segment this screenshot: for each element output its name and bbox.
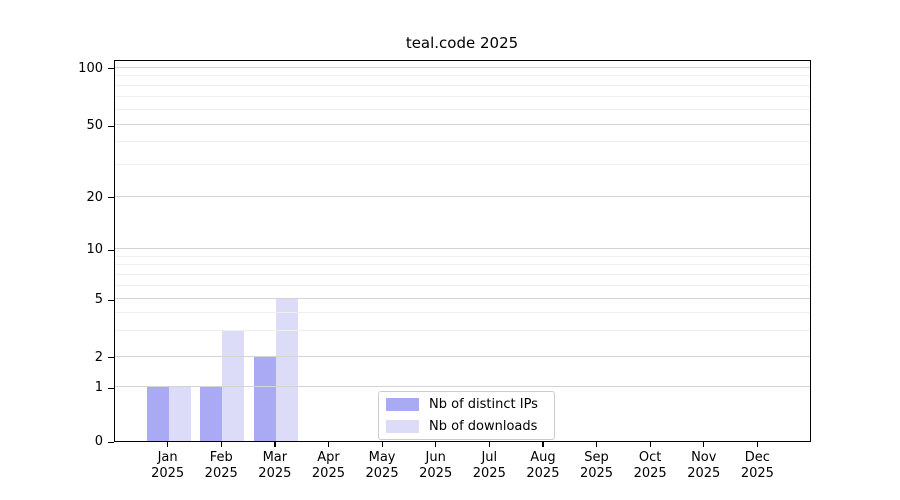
gridline-7: [115, 273, 810, 275]
x-tick-label-apr: Apr 2025: [311, 450, 345, 481]
legend-swatch-distinct-ips: [386, 398, 419, 411]
x-tick-mark-nov: [703, 442, 705, 447]
legend-swatch-downloads: [386, 420, 419, 433]
y-tick-label-0: 0: [94, 434, 103, 449]
x-tick-label-feb: Feb 2025: [204, 450, 238, 481]
x-tick-label-may: May 2025: [365, 450, 399, 481]
x-tick-mark-aug: [542, 442, 544, 447]
y-tick-mark-20: [108, 197, 114, 199]
legend-item-downloads: Nb of downloads: [386, 419, 546, 434]
gridline-9: [115, 255, 810, 257]
x-tick-mark-dec: [756, 442, 759, 447]
y-tick-label-2: 2: [94, 349, 103, 365]
gridline-8: [115, 264, 810, 266]
y-tick-mark-50: [108, 125, 114, 127]
y-tick-mark-1: [108, 387, 114, 389]
x-tick-label-sep: Sep 2025: [579, 450, 614, 481]
legend-item-distinct-ips: Nb of distinct IPs: [386, 397, 546, 412]
y-tick-label-1: 1: [94, 380, 103, 396]
gridline-30: [115, 163, 810, 165]
bar-downloads-jan: [168, 387, 191, 441]
chart-title: teal.code 2025: [405, 34, 519, 52]
bar-downloads-feb: [222, 331, 245, 441]
x-tick-mark-may: [381, 442, 383, 447]
x-tick-label-dec: Dec 2025: [740, 450, 774, 481]
gridline-6: [115, 284, 810, 286]
gridline-1: [115, 386, 810, 388]
gridline-70: [115, 96, 810, 98]
gridline-5: [115, 298, 810, 300]
x-tick-mark-jul: [488, 442, 490, 447]
x-tick-mark-apr: [327, 442, 330, 447]
x-tick-label-aug: Aug 2025: [526, 450, 560, 481]
x-tick-mark-oct: [649, 442, 651, 447]
x-tick-label-mar: Mar 2025: [258, 450, 292, 481]
gridline-40: [115, 141, 810, 143]
x-tick-label-oct: Oct 2025: [633, 450, 667, 481]
bar-downloads-mar: [275, 299, 298, 441]
x-tick-mark-jan: [167, 442, 169, 447]
gridline-50: [115, 124, 810, 126]
x-tick-mark-feb: [220, 442, 222, 447]
y-tick-label-50: 50: [86, 118, 103, 133]
y-tick-label-20: 20: [86, 189, 103, 205]
legend-label-distinct-ips: Nb of distinct IPs: [429, 397, 538, 412]
gridline-100: [115, 66, 810, 68]
bar-distinct-ips-feb: [200, 387, 223, 441]
y-tick-mark-0: [108, 441, 114, 443]
x-tick-mark-sep: [596, 442, 598, 447]
y-tick-label-5: 5: [94, 292, 103, 307]
x-tick-mark-mar: [274, 442, 276, 447]
y-tick-mark-2: [108, 357, 114, 359]
plot-area: Nb of distinct IPs Nb of downloads: [114, 60, 811, 442]
y-tick-mark-5: [108, 299, 114, 301]
y-tick-label-10: 10: [86, 242, 103, 257]
x-tick-label-jan: Jan 2025: [151, 450, 185, 481]
gridline-10: [115, 248, 810, 250]
gridline-90: [115, 75, 810, 77]
gridline-20: [115, 195, 810, 197]
gridline-60: [115, 108, 810, 110]
bar-distinct-ips-mar: [253, 356, 276, 441]
legend: Nb of distinct IPs Nb of downloads: [378, 391, 555, 440]
legend-label-downloads: Nb of downloads: [429, 419, 538, 434]
x-tick-label-nov: Nov 2025: [687, 450, 721, 481]
y-tick-label-100: 100: [78, 60, 103, 76]
y-tick-mark-100: [108, 68, 114, 70]
gridline-2: [115, 355, 810, 357]
gridline-80: [115, 85, 810, 87]
gridline-3: [115, 330, 810, 332]
x-tick-label-jun: Jun 2025: [419, 450, 453, 481]
gridline-4: [115, 312, 810, 314]
x-tick-label-jul: Jul 2025: [472, 450, 506, 481]
y-tick-mark-10: [108, 249, 114, 251]
x-tick-mark-jun: [435, 442, 437, 447]
bar-distinct-ips-jan: [146, 387, 169, 441]
